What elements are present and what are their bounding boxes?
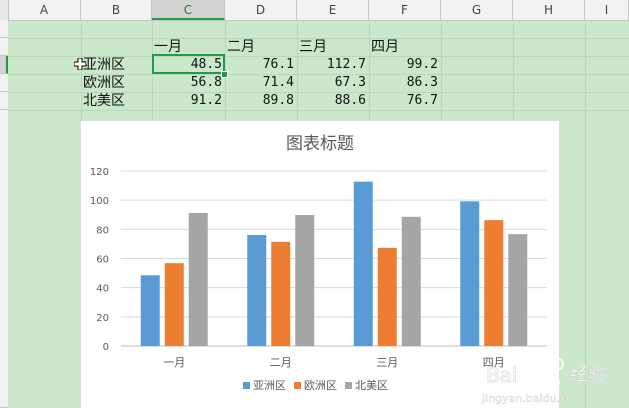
chart-title[interactable]: 图表标题 [286, 134, 354, 154]
cell-month-header[interactable]: 四月 [371, 39, 399, 55]
bar-欧洲区-四月 [484, 220, 504, 346]
x-tick-label: 一月 [163, 356, 185, 369]
bar-北美区-一月 [188, 213, 208, 346]
cell-value[interactable]: 86.3 [406, 75, 438, 90]
cell-value[interactable]: 112.7 [326, 57, 366, 72]
legend-entry: 欧洲区 [304, 379, 337, 392]
column-header-h[interactable]: H [513, 0, 585, 20]
cell-month-header[interactable]: 三月 [299, 39, 327, 55]
y-tick-label: 20 [96, 313, 109, 324]
cell-value[interactable]: 76.7 [406, 93, 438, 108]
watermark-label: 经验 [570, 364, 606, 385]
cell-month-header[interactable]: 二月 [227, 39, 255, 55]
column-header-i[interactable]: I [585, 0, 629, 20]
bar-北美区-二月 [295, 215, 315, 346]
x-tick-label: 二月 [270, 356, 292, 369]
bar-欧洲区-一月 [164, 263, 184, 346]
bar-欧洲区-二月 [271, 241, 291, 346]
row-header[interactable] [0, 20, 8, 38]
chart-area[interactable]: 图表标题 0 20 40 60 80 100 120 一月 二月 三月 四月 亚洲区 欧洲区 北美区 [81, 121, 559, 408]
x-tick-label: 四月 [483, 356, 505, 369]
row-header[interactable] [0, 110, 8, 408]
gridline [585, 20, 586, 408]
legend-swatch [345, 382, 352, 389]
bar-亚洲区-二月 [247, 235, 267, 346]
baidu-jingyan-watermark-icon: Bai 经验 jingyan.baidu.com [481, 349, 606, 405]
cell-select-cursor-icon [74, 58, 86, 70]
row-header[interactable] [0, 38, 8, 56]
cell-month-header[interactable]: 一月 [154, 39, 182, 55]
legend-swatch [243, 382, 250, 389]
gridline [8, 74, 629, 75]
y-tick-label: 40 [96, 284, 109, 295]
cell-value[interactable]: 56.8 [190, 75, 222, 90]
gridline [8, 92, 629, 93]
cell-value[interactable]: 48.5 [190, 57, 222, 72]
cell-region[interactable]: 亚洲区 [83, 57, 125, 73]
y-tick-label: 80 [96, 225, 109, 236]
active-cell-border [152, 54, 225, 74]
watermark-site: jingyan.baidu.com [481, 392, 584, 405]
column-header-d[interactable]: D [225, 0, 297, 20]
column-header-row: A B C D E F G H I [0, 0, 629, 21]
bar-亚洲区-一月 [140, 275, 160, 346]
bar-亚洲区-四月 [460, 201, 480, 346]
column-header-g[interactable]: G [441, 0, 513, 20]
column-header-e[interactable]: E [297, 0, 369, 20]
y-tick-label: 0 [103, 342, 109, 353]
watermark-brand: Bai [486, 363, 518, 387]
cell-value[interactable]: 76.1 [262, 57, 294, 72]
column-header-c[interactable]: C [152, 0, 225, 20]
bar-北美区-四月 [508, 234, 528, 346]
cell-region[interactable]: 欧洲区 [83, 75, 125, 91]
x-tick-label: 三月 [376, 356, 398, 369]
column-header-f[interactable]: F [369, 0, 441, 20]
cell-value[interactable]: 89.8 [262, 93, 294, 108]
cell-value[interactable]: 71.4 [262, 75, 294, 90]
row-header[interactable] [0, 92, 8, 110]
chart-plot: 0 20 40 60 80 100 120 一月 二月 三月 四月 亚洲区 欧洲区 北美区 [90, 167, 547, 392]
row-header[interactable] [0, 74, 8, 92]
bar-北美区-三月 [401, 216, 421, 346]
cell-region[interactable]: 北美区 [83, 93, 125, 109]
column-header-b[interactable]: B [81, 0, 152, 20]
legend-swatch [294, 382, 301, 389]
legend-entry: 北美区 [355, 379, 388, 392]
cell-value[interactable]: 91.2 [190, 93, 222, 108]
legend-entry: 亚洲区 [253, 379, 286, 392]
fill-handle[interactable] [221, 71, 228, 78]
column-header-a[interactable]: A [8, 0, 81, 20]
gridline [8, 110, 629, 111]
gridline [8, 38, 629, 39]
bar-欧洲区-三月 [377, 247, 397, 346]
select-all-corner[interactable] [0, 0, 9, 20]
y-tick-label: 60 [96, 255, 109, 266]
cell-value[interactable]: 67.3 [334, 75, 366, 90]
cell-value[interactable]: 88.6 [334, 93, 366, 108]
row-header-selected[interactable] [0, 56, 8, 74]
cell-value[interactable]: 99.2 [406, 57, 438, 72]
bar-亚洲区-三月 [353, 181, 373, 346]
y-tick-label: 120 [90, 167, 109, 178]
gridline [8, 56, 629, 57]
y-tick-label: 100 [90, 196, 109, 207]
